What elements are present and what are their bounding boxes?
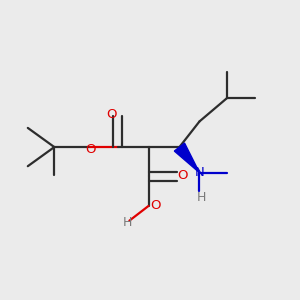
Text: H: H xyxy=(123,216,133,229)
Polygon shape xyxy=(174,143,200,173)
Text: O: O xyxy=(178,169,188,182)
Text: N: N xyxy=(195,166,204,179)
Text: O: O xyxy=(150,199,160,212)
Text: O: O xyxy=(106,108,116,121)
Text: O: O xyxy=(85,143,96,157)
Text: H: H xyxy=(196,190,206,204)
